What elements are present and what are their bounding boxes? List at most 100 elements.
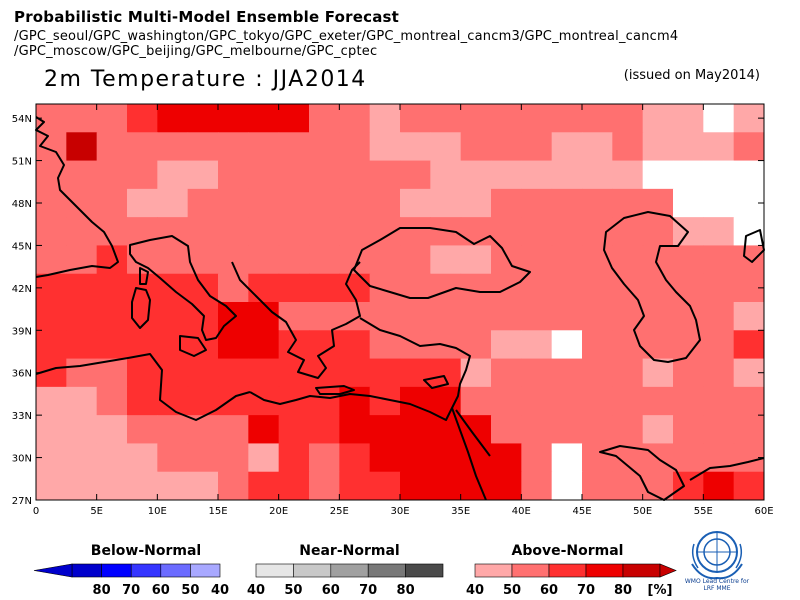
grid-cell bbox=[218, 386, 249, 416]
grid-cell bbox=[703, 160, 735, 190]
coast-cyprus bbox=[423, 375, 449, 389]
grid-cell bbox=[36, 217, 67, 246]
coast-red-sea bbox=[451, 407, 487, 501]
grid-cell bbox=[127, 443, 158, 473]
near-normal-tick: 80 bbox=[397, 583, 415, 598]
grid-cell bbox=[491, 132, 522, 162]
grid-cell bbox=[642, 273, 674, 303]
grid-cell bbox=[460, 217, 492, 246]
grid-cell bbox=[218, 471, 249, 501]
grid-cell bbox=[612, 330, 644, 360]
issued-date: (issued on May2014) bbox=[623, 68, 760, 83]
grid-cell bbox=[491, 358, 522, 388]
grid-cell bbox=[460, 302, 492, 331]
coast-crete bbox=[315, 385, 355, 395]
grid-cell bbox=[521, 160, 553, 190]
grid-cell bbox=[612, 160, 644, 190]
grid-cell bbox=[248, 358, 280, 388]
grid-cell bbox=[339, 386, 371, 416]
coast-sardinia bbox=[131, 287, 151, 329]
grid-cell bbox=[430, 358, 462, 388]
grid-cell bbox=[248, 132, 280, 162]
grid-cell bbox=[278, 358, 310, 388]
grid-cell bbox=[673, 104, 704, 133]
grid-cell bbox=[612, 415, 644, 444]
grid-cell bbox=[400, 443, 431, 473]
grid-cell bbox=[278, 217, 310, 246]
legend: Below-Normal 80 70 60 50 40 Near-Normal 40 50 60 7… bbox=[33, 543, 677, 598]
grid-cell bbox=[66, 443, 98, 473]
grid-cell bbox=[551, 160, 583, 190]
grid-cell bbox=[278, 273, 310, 303]
wmo-logo-icon bbox=[682, 524, 752, 596]
grid-cell bbox=[339, 330, 371, 360]
x-tick-label: 35E bbox=[451, 506, 470, 517]
grid-cell bbox=[673, 443, 704, 473]
wmo-logo-text: WMO Lead Centre for LRF MME bbox=[684, 578, 750, 592]
grid-cell bbox=[612, 358, 644, 388]
below-normal-tick: 50 bbox=[181, 583, 199, 598]
near-normal-swatch bbox=[367, 563, 406, 578]
grid-cell bbox=[278, 160, 310, 190]
x-tick-label: 30E bbox=[390, 506, 409, 517]
grid-cell bbox=[582, 386, 613, 416]
x-tick-label: 25E bbox=[330, 506, 349, 517]
grid-cell bbox=[551, 415, 583, 444]
coast-gulf-east bbox=[689, 457, 765, 481]
grid-cell bbox=[642, 386, 674, 416]
grid-cell bbox=[339, 415, 371, 444]
grid-cell bbox=[551, 386, 583, 416]
grid-cell bbox=[430, 188, 462, 218]
coastlines bbox=[35, 116, 765, 501]
grid-cell bbox=[551, 273, 583, 303]
grid-cell bbox=[460, 273, 492, 303]
grid-cell bbox=[491, 415, 522, 444]
grid-cell bbox=[551, 217, 583, 246]
grid-cell bbox=[551, 104, 583, 133]
probability-grid bbox=[36, 104, 765, 501]
grid-cell bbox=[430, 471, 462, 501]
grid-cell bbox=[218, 160, 249, 190]
grid-cell bbox=[460, 160, 492, 190]
near-normal-swatch bbox=[255, 563, 294, 578]
grid-cell bbox=[157, 132, 189, 162]
grid-cell bbox=[127, 471, 158, 501]
x-tick-label: 60E bbox=[754, 506, 773, 517]
grid-cell bbox=[187, 104, 219, 133]
y-tick-label: 42N bbox=[12, 284, 32, 295]
grid-cell bbox=[400, 132, 431, 162]
grid-cell bbox=[127, 330, 158, 360]
grid-cell bbox=[369, 132, 401, 162]
grid-cell bbox=[521, 104, 553, 133]
grid-cell bbox=[96, 245, 128, 275]
grid-cell bbox=[36, 302, 67, 331]
grid-cell bbox=[551, 245, 583, 275]
grid-cell bbox=[430, 302, 462, 331]
models-line-1: /GPC_seoul/GPC_washington/GPC_tokyo/GPC_… bbox=[14, 29, 679, 44]
grid-cell bbox=[157, 160, 189, 190]
grid-cell bbox=[66, 330, 98, 360]
grid-cell bbox=[96, 188, 128, 218]
grid-cell bbox=[339, 471, 371, 501]
grid-cell bbox=[642, 415, 674, 444]
below-normal-tick: 60 bbox=[152, 583, 170, 598]
grid-cell bbox=[491, 160, 522, 190]
grid-cell bbox=[491, 302, 522, 331]
grid-cell bbox=[157, 217, 189, 246]
grid-cell bbox=[430, 245, 462, 275]
grid-cell bbox=[309, 188, 340, 218]
grid-cell bbox=[703, 415, 735, 444]
grid-cell bbox=[339, 104, 371, 133]
grid-cell bbox=[96, 273, 128, 303]
grid-cell bbox=[491, 245, 522, 275]
grid-cell bbox=[278, 245, 310, 275]
y-tick-label: 36N bbox=[12, 369, 32, 380]
grid-cell bbox=[460, 330, 492, 360]
grid-cell bbox=[127, 160, 158, 190]
legend-unit: [%] bbox=[648, 583, 673, 598]
grid-cell bbox=[187, 358, 219, 388]
grid-cell bbox=[521, 415, 553, 444]
below-normal-swatch bbox=[71, 563, 102, 578]
grid-cell bbox=[551, 443, 583, 473]
grid-cell bbox=[66, 358, 98, 388]
